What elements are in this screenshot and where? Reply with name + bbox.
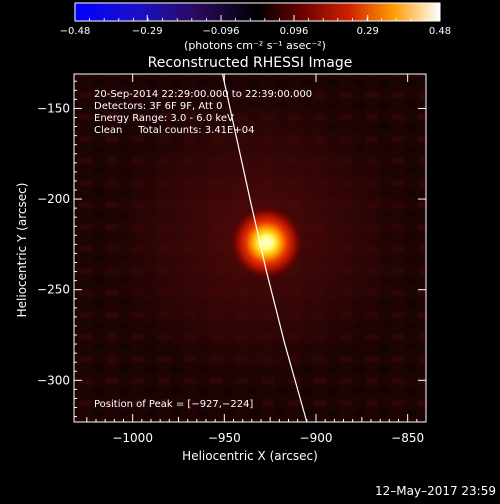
- colorbar: [74, 2, 441, 22]
- y-tick-label: −250: [37, 283, 70, 297]
- annotation-total-counts: Clean Total counts: 3.41E+04: [94, 125, 254, 136]
- colorbar-tick-label: 0.48: [429, 26, 451, 37]
- y-tick-label: −200: [37, 192, 70, 206]
- colorbar-label: (photons cm⁻² s⁻¹ asec⁻²): [184, 39, 326, 52]
- y-axis: −150 −200 −250 −300: [37, 80, 426, 418]
- annotation-energy-range: Energy Range: 3.0 - 6.0 keV: [94, 113, 234, 124]
- colorbar-tick-label: −0.096: [202, 26, 239, 37]
- annotation-peak-position: Position of Peak = [−927,−224]: [94, 399, 253, 410]
- y-tick-label: −300: [37, 373, 70, 387]
- colorbar-tick-label: 0.096: [280, 26, 309, 37]
- y-tick-label: −150: [37, 101, 70, 115]
- annotation-time-range: 20-Sep-2014 22:29:00.000 to 22:39:00.000: [94, 89, 312, 100]
- image-area: [74, 74, 426, 422]
- annotation-detectors: Detectors: 3F 6F 9F, Att 0: [94, 101, 222, 112]
- peak-source: [228, 204, 305, 281]
- x-tick-label: −950: [208, 431, 241, 445]
- x-axis: −1000 −950 −900 −850: [86, 74, 424, 445]
- x-tick-label: −1000: [112, 431, 153, 445]
- chart-title: Reconstructed RHESSI Image: [148, 55, 353, 71]
- colorbar-tick-label: 0.29: [357, 26, 379, 37]
- colorbar-tick-label: −0.29: [132, 26, 163, 37]
- plot-frame: [73, 73, 427, 423]
- colorbar-tick-label: −0.48: [60, 26, 91, 37]
- solar-limb-curve: [221, 74, 308, 422]
- colorbar-ticks: −0.48 −0.29 −0.096 0.096 0.29 0.48: [60, 15, 451, 37]
- x-tick-label: −900: [300, 431, 333, 445]
- x-axis-label: Heliocentric X (arcsec): [182, 449, 318, 463]
- footer-date: 12–May–2017 23:59: [375, 484, 496, 498]
- x-tick-label: −850: [391, 431, 424, 445]
- y-axis-label: Heliocentric Y (arcsec): [15, 183, 29, 318]
